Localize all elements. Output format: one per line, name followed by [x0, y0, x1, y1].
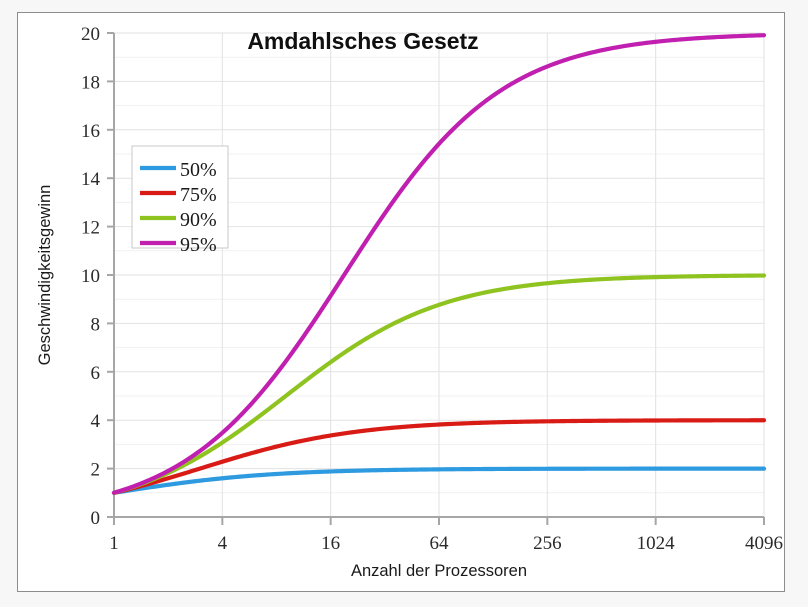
legend-label: 50% [180, 159, 217, 181]
x-axis-tick-labels: 1 4 16 64 256 1024 4096 [109, 533, 783, 554]
y-tick-label: 10 [81, 266, 100, 287]
x-tick-label: 16 [321, 533, 340, 554]
x-tick-label: 64 [430, 533, 450, 554]
chart-legend[interactable]: 50% 75% 90% 95% [131, 145, 229, 256]
y-tick-label: 6 [91, 363, 101, 384]
y-tick-label: 0 [91, 508, 101, 529]
chart-title: Amdahlsches Gesetz [247, 28, 478, 54]
legend-label: 95% [180, 234, 217, 256]
y-tick-label: 16 [81, 121, 100, 142]
x-tick-label: 1 [109, 533, 119, 554]
y-tick-label: 4 [91, 411, 101, 432]
legend-box [131, 145, 229, 249]
series-line-90pct [111, 273, 767, 495]
legend-label: 90% [180, 209, 217, 231]
y-tick-label: 14 [81, 169, 101, 190]
legend-entries[interactable]: 50% 75% 90% 95% [140, 159, 217, 256]
x-tick-label: 4096 [745, 533, 783, 554]
x-tick-label: 1024 [637, 533, 676, 554]
y-axis-ticks [107, 32, 114, 518]
y-axis-tick-labels: 0 2 4 6 8 10 12 14 16 18 20 [81, 24, 101, 529]
y-tick-label: 2 [91, 460, 101, 481]
y-tick-label: 8 [91, 314, 101, 335]
y-axis-title: Geschwindigkeitsgewinn [36, 185, 54, 366]
series-line-50pct [111, 466, 767, 495]
series-line-75pct [111, 418, 767, 495]
x-axis-title: Anzahl der Prozessoren [351, 562, 527, 580]
chart-frame: 0 2 4 6 8 10 12 14 16 18 20 1 4 16 64 256 1024 4096 Amda… [17, 12, 785, 592]
x-tick-label: 4 [218, 533, 228, 554]
legend-label: 75% [180, 184, 217, 206]
series-line-95pct [111, 33, 767, 495]
x-axis-ticks [113, 517, 765, 525]
series-lines-group [111, 33, 767, 495]
x-tick-label: 256 [533, 533, 562, 554]
y-tick-label: 20 [81, 24, 100, 45]
y-tick-label: 12 [81, 218, 100, 239]
y-tick-label: 18 [81, 72, 100, 93]
